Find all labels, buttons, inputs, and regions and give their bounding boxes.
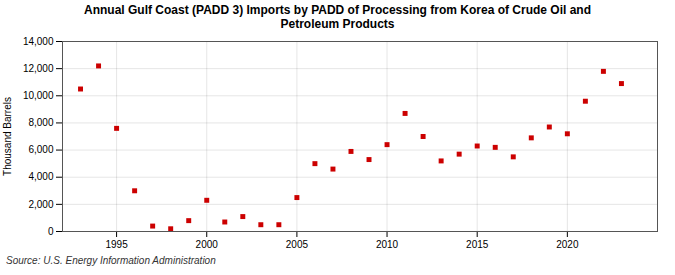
svg-text:2000: 2000 (196, 239, 219, 250)
svg-text:2,000: 2,000 (28, 199, 53, 210)
svg-text:4,000: 4,000 (28, 171, 53, 182)
svg-text:2010: 2010 (376, 239, 399, 250)
svg-text:12,000: 12,000 (23, 63, 54, 74)
html-text:Annual Gulf Coast (PADD 3) Imp: Annual Gulf Coast (PADD 3) Imports by PA… (84, 3, 591, 31)
html-text:Source: U.S. Energy Informatio: Source: U.S. Energy Information Administ… (6, 255, 216, 266)
svg-text:10,000: 10,000 (23, 90, 54, 101)
svg-text:0: 0 (48, 226, 54, 237)
svg-text:2020: 2020 (556, 239, 579, 250)
svg-text:8,000: 8,000 (28, 117, 53, 128)
svg-text:2005: 2005 (286, 239, 309, 250)
svg-text:1995: 1995 (105, 239, 128, 250)
svg-text:6,000: 6,000 (28, 144, 53, 155)
svg-text:Thousand Barrels: Thousand Barrels (2, 97, 13, 176)
svg-text:2015: 2015 (466, 239, 489, 250)
svg-text:14,000: 14,000 (23, 36, 54, 47)
